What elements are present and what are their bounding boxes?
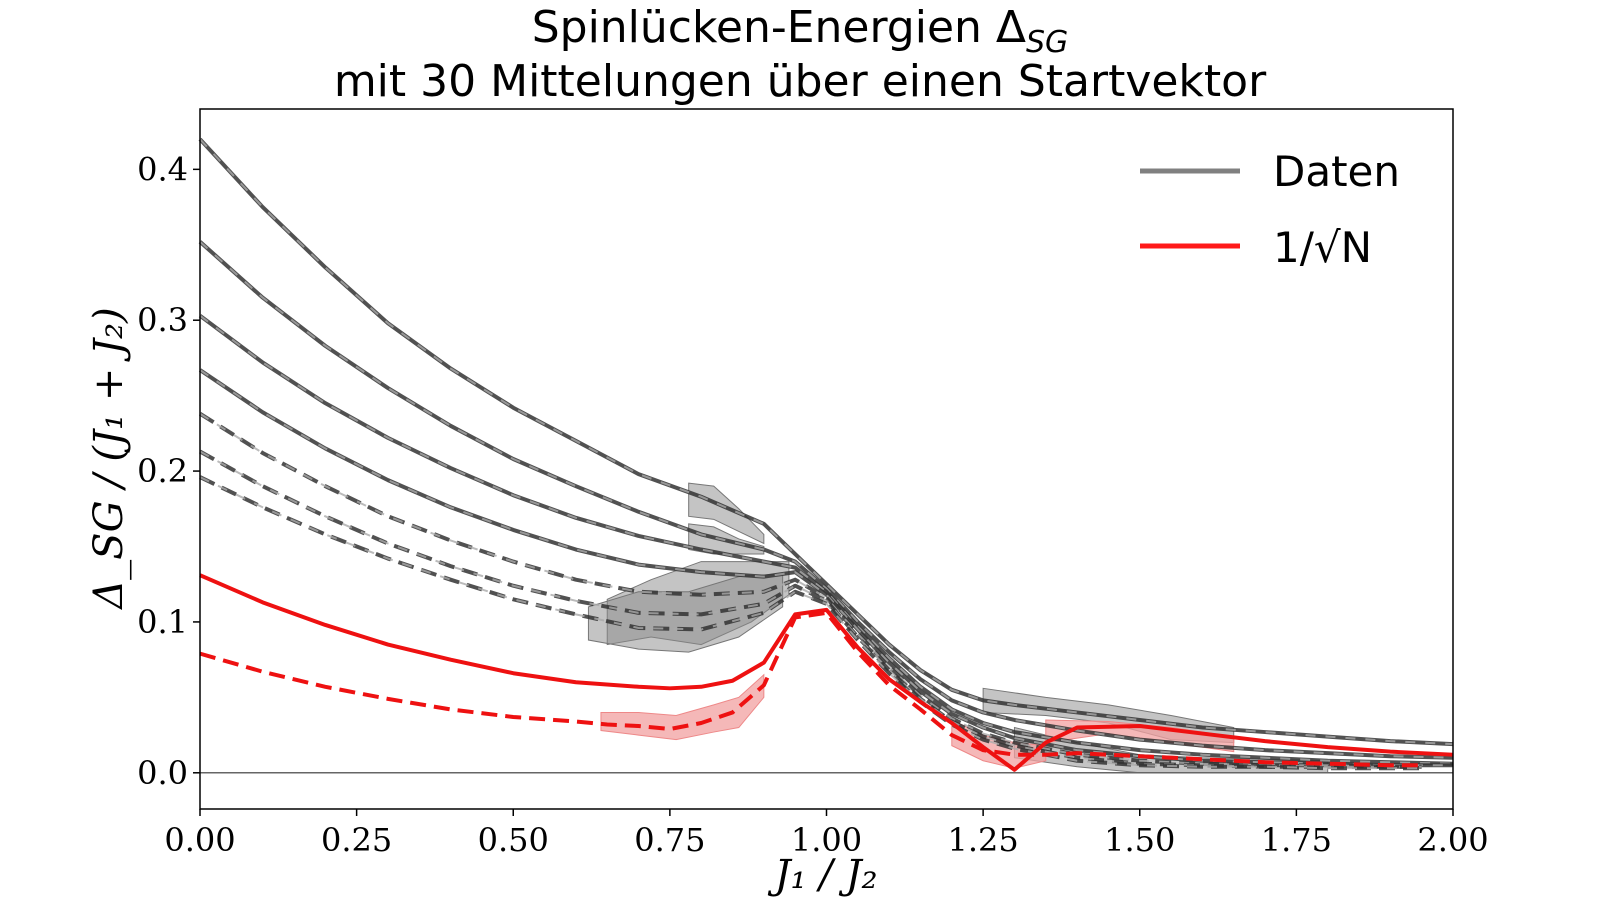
chart-title-sub: SG bbox=[1026, 25, 1068, 60]
x-tick-label: 0.50 bbox=[478, 821, 549, 859]
y-tick-label: 0.1 bbox=[137, 603, 188, 641]
chart-subtitle: mit 30 Mittelungen über einen Startvekto… bbox=[334, 56, 1267, 107]
data-line-6 bbox=[199, 475, 1422, 771]
series-lines bbox=[198, 137, 1454, 774]
data-line-2 bbox=[198, 314, 1454, 766]
chart-title: Spinlücken-Energien ΔSG bbox=[532, 2, 1069, 60]
data-line-overlay-4 bbox=[199, 412, 1422, 768]
fit-line-7 bbox=[199, 573, 1454, 772]
data-line-overlay-2 bbox=[199, 314, 1454, 765]
plot-frame bbox=[199, 108, 1454, 810]
x-tick-label: 1.00 bbox=[791, 821, 862, 859]
legend-label-fit: 1/√N bbox=[1273, 223, 1372, 272]
x-tick-label: 1.25 bbox=[948, 821, 1019, 859]
fit-line-8 bbox=[199, 610, 1422, 768]
axis-ticks: 0.00 0.25 0.50 0.75 1.00 1.25 1.50 1.75 2.00 0.0 0… bbox=[137, 150, 1489, 859]
confidence-band-6 bbox=[600, 673, 765, 741]
y-axis-label: Δ_SG / (J₁ + J₂) bbox=[86, 307, 132, 610]
legend-label-data: Daten bbox=[1273, 147, 1400, 196]
data-line-1 bbox=[198, 240, 1454, 760]
data-line-4 bbox=[198, 412, 1422, 769]
data-line-0 bbox=[198, 137, 1454, 747]
x-tick-label: 0.00 bbox=[164, 821, 235, 859]
data-line-3 bbox=[198, 368, 1453, 768]
y-tick-label: 0.3 bbox=[137, 301, 188, 339]
x-tick-label: 0.25 bbox=[321, 821, 392, 859]
data-line-5 bbox=[199, 449, 1422, 769]
data-line-overlay-3 bbox=[199, 369, 1453, 767]
data-line-overlay-5 bbox=[199, 450, 1422, 768]
x-tick-label: 1.50 bbox=[1104, 821, 1175, 859]
x-axis-label: J₁ / J₂ bbox=[767, 852, 877, 898]
y-tick-label: 0.0 bbox=[137, 754, 188, 792]
legend: Daten 1/√N bbox=[1140, 147, 1400, 272]
data-line-overlay-1 bbox=[199, 241, 1454, 759]
x-tick-label: 1.75 bbox=[1261, 821, 1332, 859]
x-tick-label: 2.00 bbox=[1417, 821, 1488, 859]
data-line-overlay-6 bbox=[199, 476, 1422, 770]
data-line-overlay-0 bbox=[199, 138, 1454, 746]
chart-title-main: Spinlücken-Energien Δ bbox=[532, 2, 1026, 53]
y-tick-label: 0.2 bbox=[137, 452, 188, 490]
x-tick-label: 0.75 bbox=[634, 821, 705, 859]
y-tick-label: 0.4 bbox=[137, 150, 188, 188]
